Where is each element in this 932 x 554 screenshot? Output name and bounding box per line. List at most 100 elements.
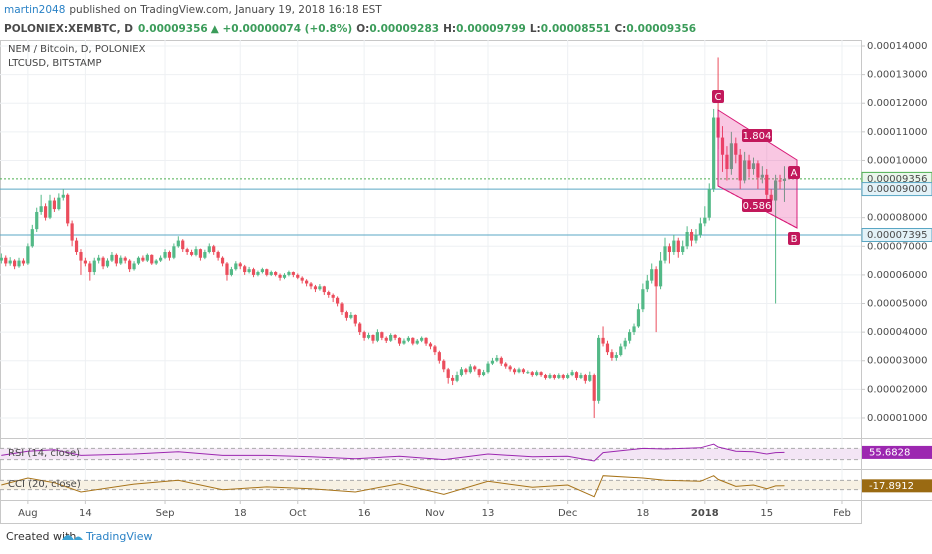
candle-body	[176, 240, 180, 247]
indicator-line	[1, 475, 785, 498]
y-tick-label: 0.00005000	[867, 299, 927, 310]
candle-body	[349, 314, 353, 318]
candle-body	[579, 375, 583, 378]
candle-body	[287, 272, 291, 275]
indicator-name: RSI (14, close)	[8, 448, 80, 459]
ohlc: C:	[614, 23, 626, 35]
x-tick-label: 13	[482, 508, 495, 519]
price-label-box	[861, 182, 932, 197]
candle-body	[481, 372, 486, 376]
candle-body	[756, 163, 760, 178]
x-tick-label: 15	[760, 508, 773, 519]
candle-body	[305, 280, 309, 284]
published: published on TradingView.com, January 19…	[69, 4, 382, 16]
ohlc: 0.00009356	[626, 23, 696, 35]
candle-body	[411, 337, 415, 344]
candle-body	[203, 252, 207, 258]
candle-body	[181, 240, 185, 250]
candle-body	[734, 143, 738, 155]
x-tick-label: 2018	[691, 508, 719, 519]
candle-body	[366, 334, 371, 338]
price-label-box	[861, 227, 932, 242]
label-box	[712, 90, 724, 103]
candle-body	[402, 340, 406, 344]
annotation: C	[715, 92, 722, 103]
x-tick-label: Feb	[833, 508, 851, 519]
candle-body	[451, 377, 455, 381]
x-tick-label: 18	[234, 508, 247, 519]
candle-body	[21, 260, 26, 264]
axes: 0.00014000 0.00013000 0.00012000 0.00011000…	[8, 41, 932, 519]
ohlc: 0.00009799	[456, 23, 526, 35]
candle-body	[389, 334, 393, 341]
candle-body	[437, 352, 441, 361]
candle-body	[636, 309, 641, 327]
author[interactable]: martin2048	[4, 4, 65, 16]
candle-body	[499, 357, 503, 364]
candle-body	[247, 269, 251, 273]
candle-body	[110, 254, 114, 261]
y-tick-label: 0.00001000	[867, 413, 927, 424]
candle-body	[322, 286, 326, 293]
candle-body	[442, 360, 446, 370]
candle-body	[251, 269, 256, 275]
footer-brand[interactable]: TradingView	[85, 530, 152, 543]
candle-body	[415, 340, 419, 344]
footer: Created with TradingView	[6, 530, 152, 543]
candle-body	[557, 375, 561, 378]
candle-body	[123, 257, 127, 261]
candle-body	[331, 294, 335, 298]
candle-body	[552, 375, 556, 378]
indicator-value-box	[862, 479, 932, 493]
candle-body	[468, 366, 472, 373]
candle-body	[269, 272, 273, 275]
header-line: martin2048 published on TradingView.com, …	[4, 4, 382, 16]
candle-body	[486, 363, 490, 373]
indicator-value: 55.6828	[869, 447, 910, 458]
candle-body	[114, 254, 118, 264]
candle-body	[765, 174, 769, 195]
x-tick-label: 14	[79, 508, 92, 519]
candle-body	[473, 366, 477, 370]
candle-body	[70, 223, 74, 241]
candle-body	[535, 372, 539, 376]
indicator-band	[0, 448, 861, 460]
candle-body	[676, 240, 680, 253]
candle-body	[43, 206, 48, 218]
candle-body	[318, 286, 322, 290]
candles	[0, 57, 861, 498]
candle-body	[141, 257, 145, 261]
candle-body	[274, 272, 278, 275]
candle-body	[0, 257, 3, 261]
candle-body	[278, 274, 282, 278]
candle-body	[243, 266, 247, 273]
y-tick-label: 0.00008000	[867, 213, 927, 224]
candle-body	[743, 160, 747, 181]
candle-body	[216, 252, 220, 258]
candle-body	[672, 240, 676, 253]
candle-body	[623, 340, 627, 347]
candle-body	[778, 180, 782, 182]
candle-body	[145, 254, 149, 261]
candle-body	[583, 375, 587, 381]
indicator-name: CCI (20, close)	[8, 479, 81, 490]
annotation: 1.804	[743, 131, 772, 142]
legend-compare: LTCUSD, BITSTAMP	[8, 58, 102, 69]
candle-body	[738, 154, 742, 181]
y-tick-label: 0.00013000	[867, 70, 927, 81]
annotation: B	[791, 234, 798, 245]
candle-body	[548, 375, 552, 378]
candle-body	[384, 337, 388, 341]
y-tick-label: 0.00011000	[867, 127, 927, 138]
candle-body	[725, 154, 729, 170]
indicator-value: -17.8912	[869, 481, 914, 492]
candle-body	[234, 263, 238, 270]
candle-body	[132, 263, 136, 270]
candle-body	[291, 272, 295, 275]
candle-body	[707, 189, 711, 218]
candle-body	[703, 217, 707, 224]
candle-body	[79, 252, 83, 261]
candle-body	[424, 337, 428, 344]
candle-body	[105, 260, 110, 267]
y-tick-label: 0.00010000	[867, 155, 927, 166]
